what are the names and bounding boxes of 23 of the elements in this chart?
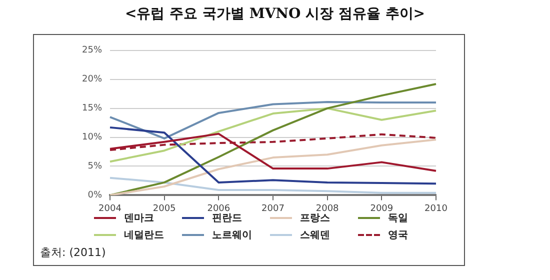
legend-label: 덴마크	[124, 212, 154, 225]
x-tick-label: 2004	[98, 204, 122, 214]
x-tick-label: 2007	[262, 204, 284, 214]
legend-label: 독일	[388, 212, 408, 225]
legend-label: 핀란드	[212, 212, 242, 225]
source-note: 출처: (2011)	[40, 245, 106, 260]
x-tick-label: 2009	[370, 204, 394, 214]
chart-title: <유럽 주요 국가별 MVNO 시장 점유율 추이>	[124, 5, 426, 23]
x-tick-label: 2006	[207, 204, 230, 214]
y-tick-label: 5%	[88, 162, 102, 172]
y-tick-label: 15%	[82, 104, 102, 114]
x-tick-label: 2005	[152, 204, 176, 214]
legend-label: 스웨덴	[300, 229, 330, 242]
legend-label: 영국	[388, 229, 408, 242]
y-tick-label: 25%	[82, 46, 102, 56]
y-tick-label: 20%	[82, 74, 102, 85]
x-tick-label: 2010	[424, 204, 448, 214]
legend-label: 프랑스	[300, 212, 330, 225]
y-tick-label: 0%	[88, 190, 102, 201]
y-tick-label: 10%	[82, 132, 102, 143]
x-tick-label: 2008	[316, 204, 340, 214]
legend-label: 네덜란드	[124, 229, 164, 242]
legend-label: 노르웨이	[212, 229, 252, 242]
